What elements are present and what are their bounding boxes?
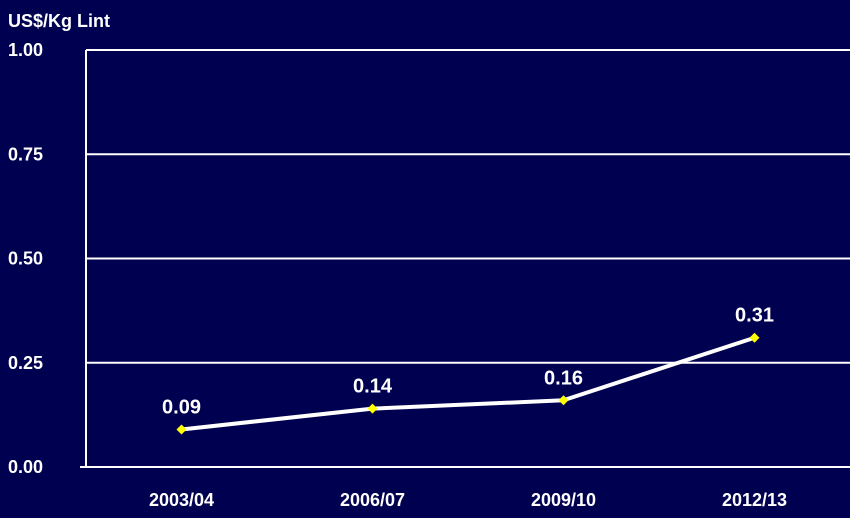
series <box>176 332 760 435</box>
data-label: 0.16 <box>544 367 583 389</box>
gridlines <box>86 49 850 364</box>
data-labels: 0.09 0.14 0.16 0.31 <box>162 305 774 419</box>
data-point-marker <box>749 332 760 343</box>
data-label: 0.31 <box>735 305 774 327</box>
data-point-marker <box>176 424 187 435</box>
x-tick-label: 2009/10 <box>531 490 596 510</box>
x-tick-label: 2003/04 <box>149 490 214 510</box>
data-label: 0.09 <box>162 396 201 418</box>
axes <box>80 50 850 468</box>
y-tick-label: 0.50 <box>8 249 43 269</box>
y-axis-title: US$/Kg Lint <box>8 11 110 31</box>
x-tick-labels: 2003/04 2006/07 2009/10 2012/13 <box>149 490 787 510</box>
x-tick-label: 2006/07 <box>340 490 405 510</box>
data-label: 0.14 <box>353 376 393 398</box>
series-line <box>181 335 756 432</box>
y-tick-labels: 0.00 0.25 0.50 0.75 1.00 <box>8 40 43 477</box>
y-tick-label: 0.75 <box>8 144 43 164</box>
x-tick-label: 2012/13 <box>722 490 787 510</box>
y-tick-label: 0.25 <box>8 353 43 373</box>
y-tick-label: 0.00 <box>8 457 43 477</box>
y-tick-label: 1.00 <box>8 40 43 60</box>
data-point-marker <box>558 395 569 406</box>
data-point-marker <box>367 403 378 414</box>
